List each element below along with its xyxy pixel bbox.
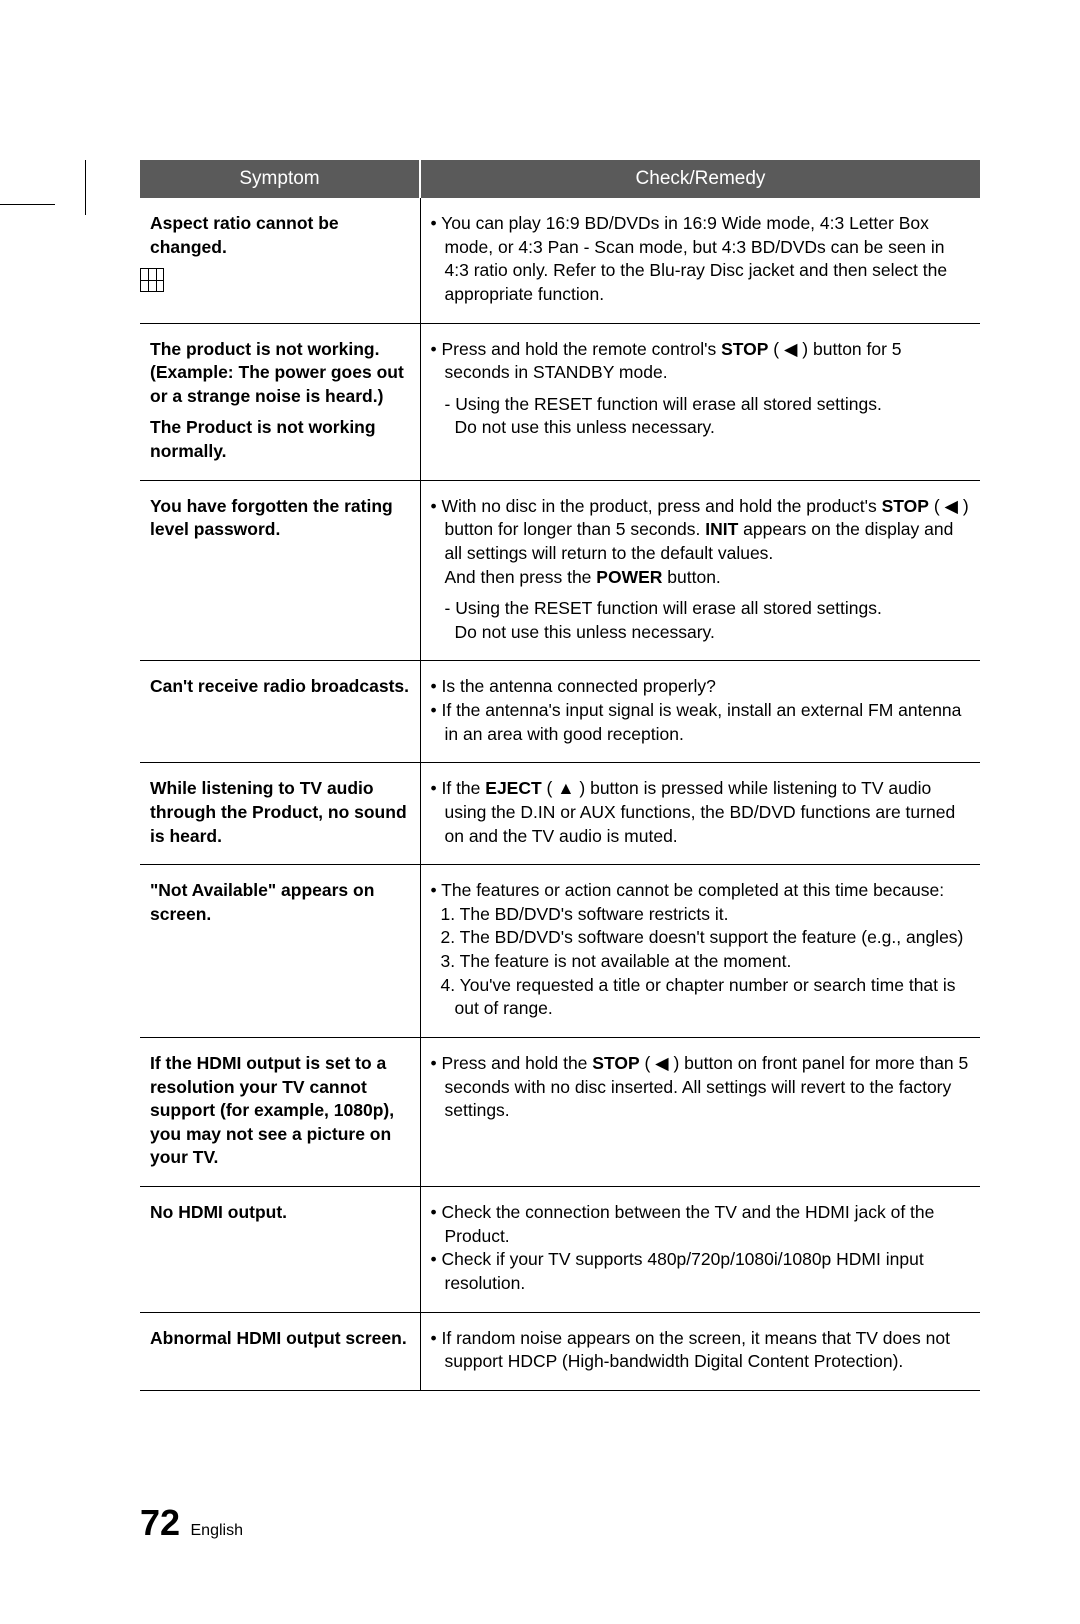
remedy-cell: • The features or action cannot be compl… [420, 865, 980, 1038]
symptom-cell: Aspect ratio cannot be changed. [140, 198, 420, 323]
table-row: While listening to TV audio through the … [140, 763, 980, 865]
registration-mark [140, 268, 164, 292]
remedy-line: • Press and hold the STOP ( ◀ ) button o… [431, 1052, 971, 1123]
table-row: If the HDMI output is set to a resolutio… [140, 1037, 980, 1186]
remedy-line: And then press the POWER button. [431, 566, 971, 590]
remedy-line: - Using the RESET function will erase al… [431, 597, 971, 621]
symptom-cell: Abnormal HDMI output screen. [140, 1312, 420, 1390]
remedy-line: 2. The BD/DVD's software doesn't support… [431, 926, 971, 950]
remedy-cell: • You can play 16:9 BD/DVDs in 16:9 Wide… [420, 198, 980, 323]
remedy-line: 4. You've requested a title or chapter n… [431, 974, 971, 1021]
col-remedy: Check/Remedy [420, 160, 980, 198]
page: Symptom Check/Remedy Aspect ratio cannot… [0, 160, 1080, 1624]
symptom-cell: No HDMI output. [140, 1187, 420, 1313]
remedy-cell: • With no disc in the product, press and… [420, 480, 980, 661]
remedy-line: • The features or action cannot be compl… [431, 879, 971, 903]
page-footer: 72 English [140, 1502, 243, 1544]
symptom-cell: Can't receive radio broadcasts. [140, 661, 420, 763]
table-row: Abnormal HDMI output screen. • If random… [140, 1312, 980, 1390]
remedy-cell: • If the EJECT ( ▲ ) button is pressed w… [420, 763, 980, 865]
remedy-cell: • Is the antenna connected properly? • I… [420, 661, 980, 763]
page-number: 72 [140, 1502, 180, 1543]
symptom-cell: You have forgotten the rating level pass… [140, 480, 420, 661]
remedy-line: Do not use this unless necessary. [431, 416, 971, 440]
symptom-cell: While listening to TV audio through the … [140, 763, 420, 865]
col-symptom: Symptom [140, 160, 420, 198]
symptom-cell: If the HDMI output is set to a resolutio… [140, 1037, 420, 1186]
crop-mark [85, 160, 86, 215]
remedy-line: • Is the antenna connected properly? [431, 675, 971, 699]
remedy-line: • If the antenna's input signal is weak,… [431, 699, 971, 746]
table-row: No HDMI output. • Check the connection b… [140, 1187, 980, 1313]
remedy-cell: • If random noise appears on the screen,… [420, 1312, 980, 1390]
remedy-line: 3. The feature is not available at the m… [431, 950, 971, 974]
table-row: You have forgotten the rating level pass… [140, 480, 980, 661]
remedy-cell: • Press and hold the remote control's ST… [420, 323, 980, 480]
remedy-line: Do not use this unless necessary. [431, 621, 971, 645]
page-language: English [191, 1522, 243, 1539]
remedy-line: 1. The BD/DVD's software restricts it. [431, 903, 971, 927]
remedy-line: • With no disc in the product, press and… [431, 495, 971, 566]
remedy-line: • If random noise appears on the screen,… [431, 1327, 971, 1374]
crop-mark [0, 204, 55, 205]
remedy-cell: • Check the connection between the TV an… [420, 1187, 980, 1313]
remedy-line: • Check the connection between the TV an… [431, 1201, 971, 1248]
table-header-row: Symptom Check/Remedy [140, 160, 980, 198]
remedy-line: • If the EJECT ( ▲ ) button is pressed w… [431, 777, 971, 848]
table-row: Aspect ratio cannot be changed. • You ca… [140, 198, 980, 323]
symptom-cell: The product is not working. (Example: Th… [140, 323, 420, 480]
table-row: "Not Available" appears on screen. • The… [140, 865, 980, 1038]
remedy-line: • Check if your TV supports 480p/720p/10… [431, 1248, 971, 1295]
symptom-cell: "Not Available" appears on screen. [140, 865, 420, 1038]
troubleshooting-table: Symptom Check/Remedy Aspect ratio cannot… [140, 160, 980, 1391]
remedy-cell: • Press and hold the STOP ( ◀ ) button o… [420, 1037, 980, 1186]
remedy-line: • Press and hold the remote control's ST… [431, 338, 971, 385]
remedy-line: - Using the RESET function will erase al… [431, 393, 971, 417]
table-row: Can't receive radio broadcasts. • Is the… [140, 661, 980, 763]
table-row: The product is not working. (Example: Th… [140, 323, 980, 480]
